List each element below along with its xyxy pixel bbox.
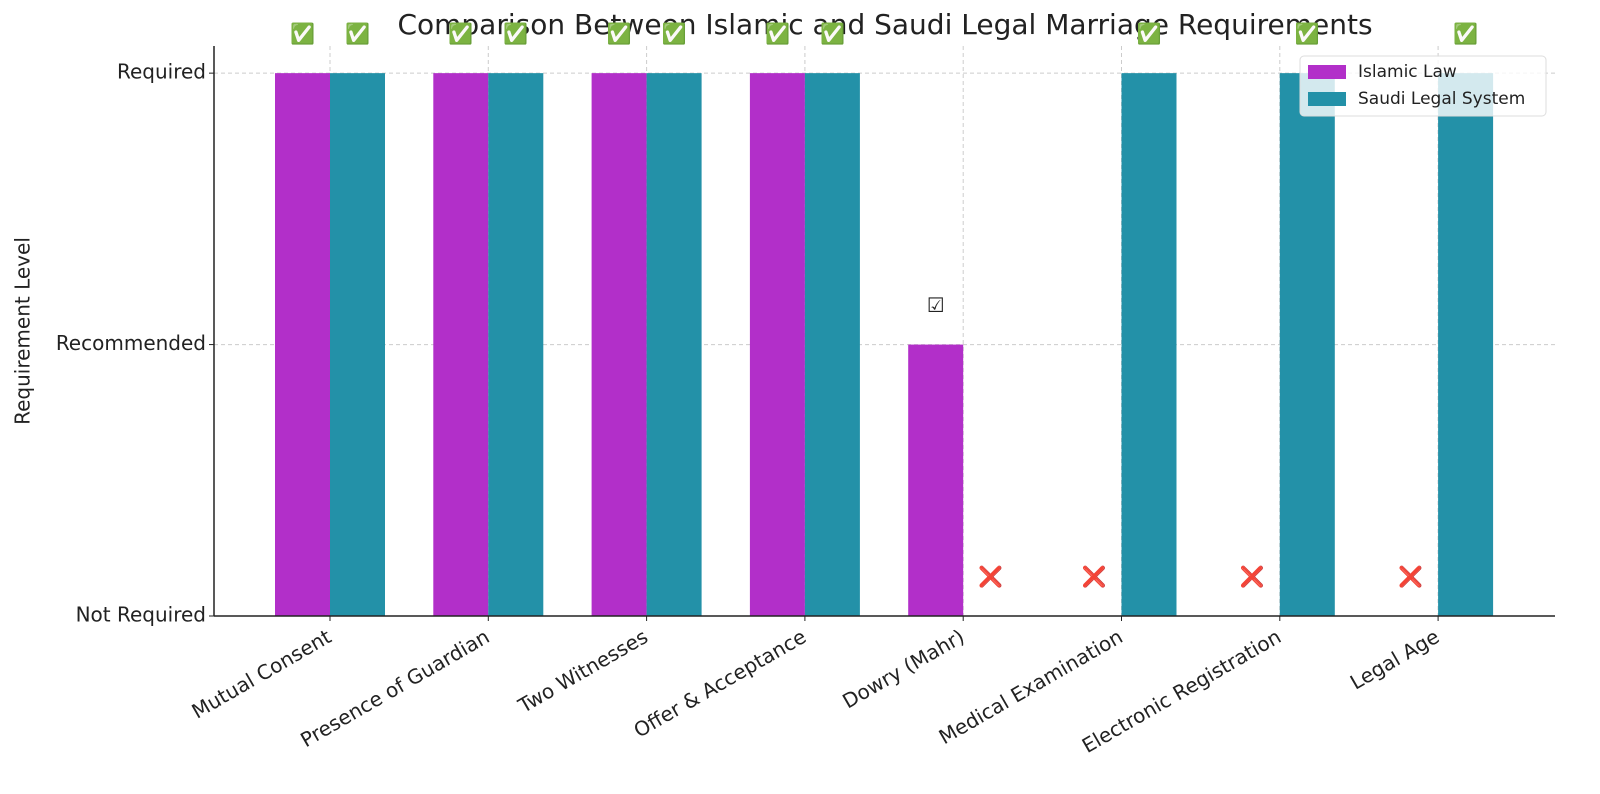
bar bbox=[275, 73, 330, 616]
value-label: ✅ bbox=[345, 22, 370, 46]
value-label: ✅ bbox=[607, 22, 632, 46]
x-tick-label: Dowry (Mahr) bbox=[838, 624, 968, 713]
bar bbox=[1121, 73, 1177, 616]
y-tick-label: Required bbox=[117, 60, 206, 84]
value-label: ❌ bbox=[978, 565, 1003, 589]
y-tick-label: Recommended bbox=[56, 331, 206, 355]
grid bbox=[214, 46, 1555, 617]
value-label: ✅ bbox=[1453, 22, 1478, 46]
y-tick-label: Not Required bbox=[76, 603, 206, 627]
bar bbox=[749, 73, 805, 616]
bar bbox=[908, 344, 964, 616]
bar bbox=[646, 73, 702, 616]
value-label: ❌ bbox=[1398, 565, 1423, 589]
value-label: ❌ bbox=[1240, 565, 1265, 589]
value-label: ✅ bbox=[765, 22, 790, 46]
legend-swatch bbox=[1308, 65, 1346, 79]
bar bbox=[1279, 73, 1335, 616]
x-tick-label: Two Witnesses bbox=[513, 624, 652, 718]
y-axis-label: Requirement Level bbox=[11, 237, 35, 425]
x-tick-label: Offer & Acceptance bbox=[629, 624, 810, 742]
legend-swatch bbox=[1308, 92, 1346, 106]
value-label: ✅ bbox=[448, 22, 473, 46]
x-tick-label: Mutual Consent bbox=[188, 624, 336, 723]
value-label: ✅ bbox=[503, 22, 528, 46]
legend-box bbox=[1299, 55, 1547, 117]
bar bbox=[330, 73, 385, 616]
value-label: ☑ bbox=[927, 293, 945, 317]
value-label: ✅ bbox=[662, 22, 687, 46]
value-label: ❌ bbox=[1082, 565, 1107, 589]
bar bbox=[804, 73, 860, 616]
value-label: ✅ bbox=[1137, 22, 1162, 46]
bar bbox=[1438, 73, 1494, 616]
legend-label: Saudi Legal System bbox=[1358, 89, 1525, 109]
legend-label: Islamic Law bbox=[1358, 62, 1457, 82]
value-label: ✅ bbox=[1295, 22, 1320, 46]
bar bbox=[591, 73, 647, 616]
value-label: ✅ bbox=[290, 22, 315, 46]
x-tick-label: Legal Age bbox=[1346, 624, 1443, 694]
bar bbox=[488, 73, 544, 616]
bar bbox=[433, 73, 489, 616]
value-label: ✅ bbox=[820, 22, 845, 46]
chart-title: Comparison Between Islamic and Saudi Leg… bbox=[397, 8, 1372, 41]
